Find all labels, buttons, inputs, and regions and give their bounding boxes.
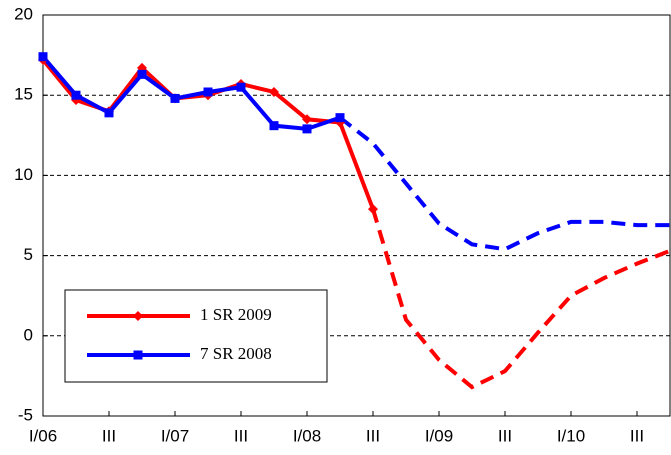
series-line bbox=[41, 55, 341, 131]
marker bbox=[335, 113, 345, 123]
projection-line bbox=[338, 116, 670, 252]
y-tick-label: 10 bbox=[14, 165, 33, 184]
legend-marker bbox=[133, 311, 143, 321]
marker bbox=[269, 86, 279, 97]
series-line bbox=[41, 58, 375, 210]
y-tick-label: 0 bbox=[24, 325, 33, 344]
x-tick-label: I/10 bbox=[557, 426, 585, 445]
projection-line bbox=[371, 208, 671, 390]
y-tick-label: -5 bbox=[18, 405, 33, 424]
legend-label: 7 SR 2008 bbox=[200, 344, 272, 363]
x-tick-label: I/06 bbox=[29, 426, 57, 445]
marker bbox=[203, 87, 213, 97]
marker bbox=[71, 90, 81, 100]
legend-marker bbox=[133, 350, 143, 360]
marker bbox=[368, 204, 378, 215]
x-tick-label: I/07 bbox=[161, 426, 189, 445]
marker bbox=[302, 114, 312, 125]
marker bbox=[269, 121, 279, 131]
x-tick-label: III bbox=[234, 426, 248, 445]
marker bbox=[104, 108, 114, 118]
y-tick-label: 15 bbox=[14, 85, 33, 104]
x-tick-label: I/09 bbox=[425, 426, 453, 445]
marker bbox=[38, 52, 48, 62]
marker bbox=[302, 124, 312, 134]
x-tick-label: III bbox=[498, 426, 512, 445]
marker bbox=[137, 69, 147, 79]
x-tick-label: III bbox=[366, 426, 380, 445]
marker bbox=[236, 82, 246, 92]
legend-box bbox=[64, 289, 328, 383]
legend-label: 1 SR 2009 bbox=[200, 305, 272, 324]
x-tick-label: I/08 bbox=[293, 426, 321, 445]
marker bbox=[170, 93, 180, 103]
y-tick-label: 5 bbox=[24, 245, 33, 264]
y-tick-label: 20 bbox=[14, 4, 33, 23]
plot-frame bbox=[42, 14, 671, 417]
x-tick-label: III bbox=[630, 426, 644, 445]
x-tick-label: III bbox=[102, 426, 116, 445]
